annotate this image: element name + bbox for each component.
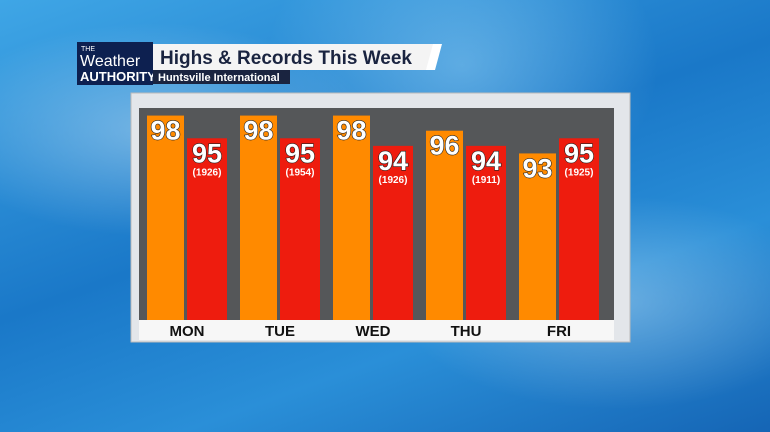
value-label: 98 [150, 116, 180, 146]
x-tick-label: TUE [265, 323, 295, 340]
bar [280, 138, 320, 320]
bar [333, 115, 370, 320]
value-label: 93 [522, 153, 552, 183]
chart-title: Highs & Records This Week [160, 48, 412, 69]
x-tick-label: WED [356, 323, 391, 340]
value-label: 95 [564, 138, 594, 168]
bar [373, 145, 413, 320]
bar [187, 138, 227, 320]
brand-authority: AUTHORITY [80, 69, 156, 84]
brand-weather: Weather [80, 53, 141, 70]
logo-box [77, 42, 153, 85]
bar [240, 115, 277, 320]
bar [426, 130, 463, 320]
bar [519, 153, 556, 320]
title-bar [153, 44, 437, 70]
value-label: 94 [471, 146, 501, 176]
record-year: (1925) [565, 167, 594, 178]
value-label: 98 [243, 116, 273, 146]
subtitle-bar [153, 70, 290, 84]
brand-the: THE [81, 46, 95, 53]
bar [147, 115, 184, 320]
value-label: 96 [429, 131, 459, 161]
record-year: (1911) [472, 175, 500, 186]
bar [466, 145, 506, 320]
label-strip [139, 320, 614, 340]
value-label: 94 [378, 146, 408, 176]
record-year: (1926) [379, 175, 408, 186]
x-tick-label: FRI [547, 323, 571, 340]
x-tick-label: MON [170, 323, 205, 340]
chart-subtitle: Huntsville International [158, 72, 280, 84]
value-label: 95 [192, 138, 222, 168]
title-slash [426, 44, 442, 70]
value-label: 95 [285, 138, 315, 168]
record-year: (1954) [286, 167, 315, 178]
bar [559, 138, 599, 320]
x-tick-label: THU [451, 323, 482, 340]
value-label: 98 [336, 116, 366, 146]
record-year: (1926) [193, 167, 222, 178]
